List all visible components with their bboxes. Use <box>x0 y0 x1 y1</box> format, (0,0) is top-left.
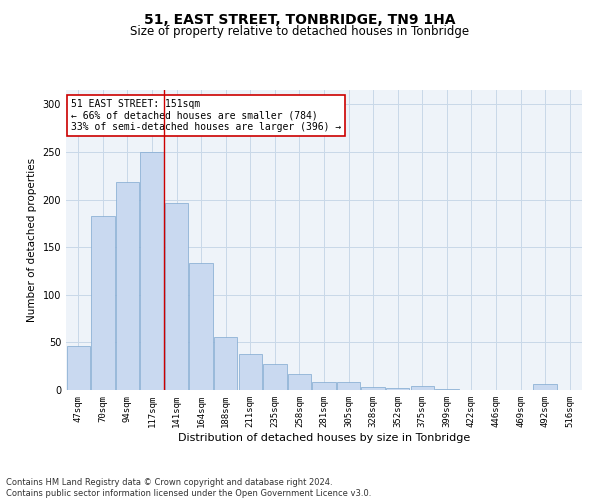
Bar <box>288 374 311 390</box>
Text: Contains HM Land Registry data © Crown copyright and database right 2024.
Contai: Contains HM Land Registry data © Crown c… <box>6 478 371 498</box>
Text: Size of property relative to detached houses in Tonbridge: Size of property relative to detached ho… <box>130 25 470 38</box>
Bar <box>140 152 164 390</box>
X-axis label: Distribution of detached houses by size in Tonbridge: Distribution of detached houses by size … <box>178 432 470 442</box>
Bar <box>386 388 409 390</box>
Bar <box>313 382 335 390</box>
Bar <box>410 386 434 390</box>
Bar <box>91 216 115 390</box>
Text: 51, EAST STREET, TONBRIDGE, TN9 1HA: 51, EAST STREET, TONBRIDGE, TN9 1HA <box>144 12 456 26</box>
Bar <box>165 204 188 390</box>
Bar <box>214 336 238 390</box>
Y-axis label: Number of detached properties: Number of detached properties <box>27 158 37 322</box>
Bar <box>116 182 139 390</box>
Bar <box>190 264 213 390</box>
Bar <box>239 354 262 390</box>
Bar <box>263 364 287 390</box>
Text: 51 EAST STREET: 151sqm
← 66% of detached houses are smaller (784)
33% of semi-de: 51 EAST STREET: 151sqm ← 66% of detached… <box>71 99 341 132</box>
Bar <box>533 384 557 390</box>
Bar <box>337 382 360 390</box>
Bar <box>67 346 90 390</box>
Bar <box>435 389 458 390</box>
Bar <box>361 387 385 390</box>
